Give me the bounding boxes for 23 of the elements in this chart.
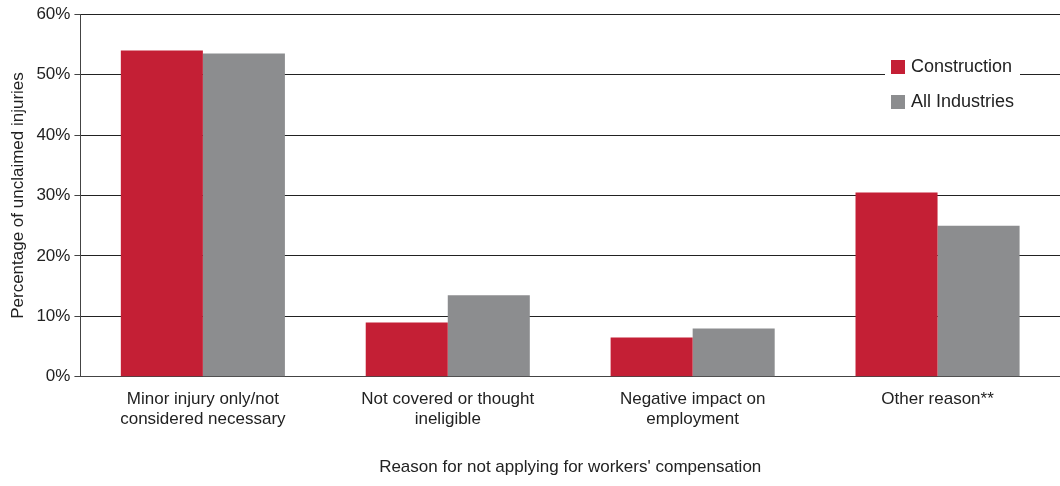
x-axis-title: Reason for not applying for workers' compensation [379,457,762,477]
y-tick-label: 10% [36,306,71,326]
x-tick-label: Negative impact on employment [619,388,766,429]
bar [610,337,693,377]
x-tick-label: Other reason** [881,388,995,408]
bar [692,328,775,377]
bar [365,322,448,377]
x-tick-label: Minor injury only/not considered necessary [120,388,287,429]
y-tick-label: 50% [36,64,71,84]
y-tick-label: 60% [36,3,71,23]
bar [855,192,938,377]
y-tick-label: 20% [36,245,71,265]
bar [447,295,530,377]
legend-label: Construction [910,56,1013,78]
y-tick-label: 40% [36,124,71,144]
bar [937,225,1020,377]
y-axis-title: Percentage of unclaimed injuries [7,72,27,319]
legend-label: All Industries [910,91,1014,113]
y-tick-label: 0% [45,366,71,386]
bar [202,53,285,377]
x-tick-label: Not covered or thought ineligible [361,388,535,429]
y-tick-label: 30% [36,185,71,205]
bar [120,50,203,377]
